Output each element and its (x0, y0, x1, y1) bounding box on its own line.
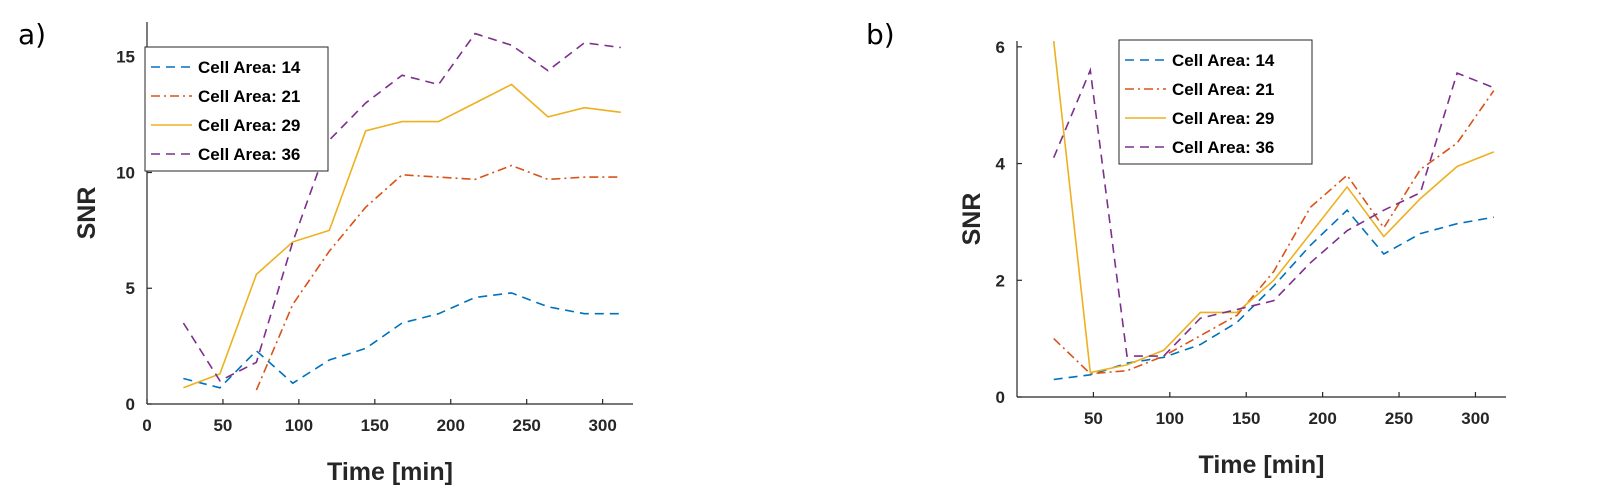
series-line-1 (1053, 90, 1495, 375)
x-tick-label: 300 (588, 416, 616, 435)
legend-box (144, 46, 329, 172)
x-tick-label: 300 (1461, 409, 1489, 428)
x-tick-label: 0 (142, 416, 151, 435)
x-tick-label: 250 (1385, 409, 1413, 428)
series-line-2 (1052, 40, 1495, 374)
y-axis-label: SNR (73, 187, 101, 240)
x-tick-label: 200 (437, 416, 465, 435)
x-tick-label: 100 (285, 416, 313, 435)
x-axis-label: Time [min] (327, 458, 453, 486)
series-line-0 (183, 292, 621, 389)
x-tick-label: 50 (213, 416, 232, 435)
x-tick-label: 50 (1084, 409, 1103, 428)
x-tick-label: 200 (1308, 409, 1336, 428)
x-tick-label: 150 (1232, 409, 1260, 428)
series-line-3 (182, 32, 621, 382)
x-tick-label: 250 (513, 416, 541, 435)
x-axis-label: Time [min] (1199, 451, 1325, 479)
series-line-3 (1052, 67, 1495, 357)
y-axis-label: SNR (958, 193, 986, 246)
panel-label: a) (18, 18, 46, 51)
chart-panel-a: a) 0 50 100 150 200 250 300 0 5 10 15 Time [min] SNR C… (18, 18, 633, 486)
y-tick-label: 6 (996, 38, 1005, 57)
y-tick-label: 0 (126, 395, 135, 414)
legend-label: Cell Area: 21 (198, 87, 300, 106)
series-line-0 (1053, 209, 1494, 381)
y-tick-label: 5 (126, 279, 135, 298)
legend-label: Cell Area: 29 (1172, 109, 1274, 128)
legend-label: Cell Area: 14 (198, 58, 301, 77)
y-tick-label: 2 (996, 271, 1005, 290)
legend-label: Cell Area: 36 (1172, 138, 1274, 157)
legend-label: Cell Area: 36 (198, 145, 300, 164)
legend: Cell Area: 14 Cell Area: 21 Cell Area: 29 C… (144, 46, 329, 172)
x-tick-label: 100 (1156, 409, 1184, 428)
legend: Cell Area: 14 Cell Area: 21 Cell Area: 29 C… (1118, 39, 1313, 165)
y-tick-label: 0 (996, 388, 1005, 407)
y-tick-label: 10 (116, 163, 135, 182)
y-tick-label: 4 (996, 155, 1006, 174)
series-line-2 (183, 83, 621, 389)
series-line-1 (255, 164, 621, 391)
chart-panel-b: b) 50 100 150 200 250 300 0 2 4 6 Time [min] SNR Cell… (866, 18, 1506, 479)
y-tick-label: 15 (116, 48, 135, 67)
x-tick-label: 150 (361, 416, 389, 435)
legend-label: Cell Area: 14 (1172, 51, 1275, 70)
panel-label: b) (866, 18, 895, 51)
legend-label: Cell Area: 21 (1172, 80, 1274, 99)
legend-box (1118, 39, 1313, 165)
legend-label: Cell Area: 29 (198, 116, 300, 135)
